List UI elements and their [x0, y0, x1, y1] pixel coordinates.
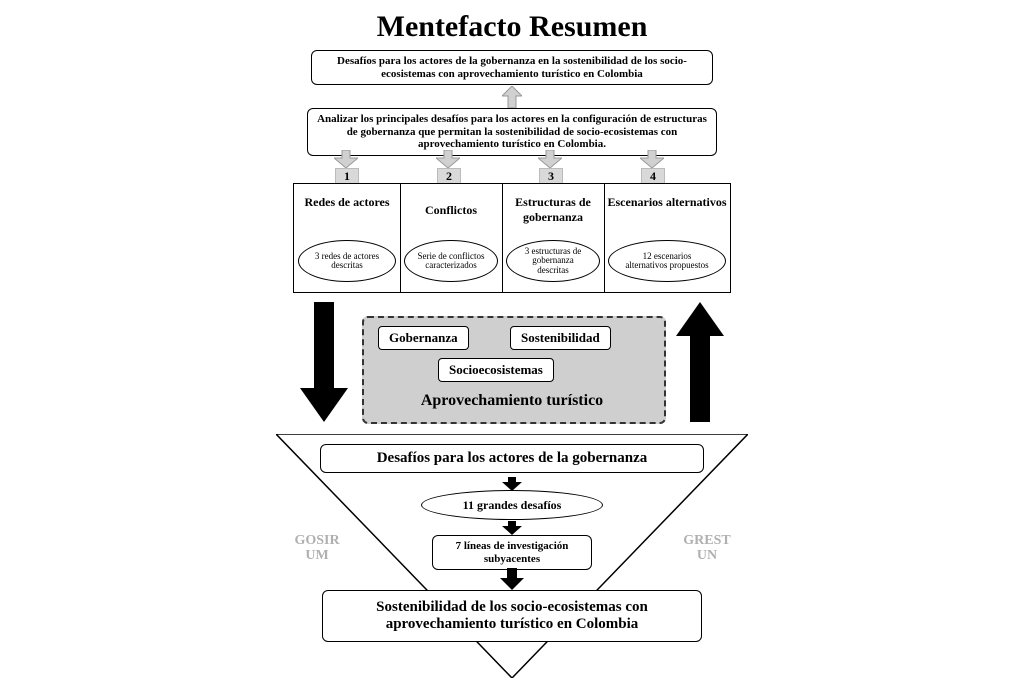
ellipse-desafios: 11 grandes desafíos: [421, 490, 603, 520]
ellipse-desafios-text: 11 grandes desafíos: [440, 499, 584, 512]
col-sep: [400, 183, 401, 293]
final-box: Sostenibilidad de los socio-ecosistemas …: [322, 590, 702, 642]
col-sep: [502, 183, 503, 293]
col-ellipse-3: 3 estructuras de gobernanza descritas: [506, 240, 600, 282]
col-ellipse-4-text: 12 escenarios alternativos propuestos: [621, 252, 714, 271]
side-label-left-bottom: UM: [305, 548, 328, 563]
col-ellipse-1-text: 3 redes de actores descritas: [309, 252, 386, 271]
col-ellipse-2: Serie de conflictos caracterizados: [404, 240, 498, 282]
side-label-right: GREST UN: [672, 533, 742, 564]
col-ellipse-2-text: Serie de conflictos caracterizados: [414, 252, 488, 271]
arrow-down-icon: [436, 150, 460, 168]
tag-sostenibilidad: Sostenibilidad: [510, 326, 611, 350]
col-ellipse-1: 3 redes de actores descritas: [298, 240, 396, 282]
arrow-down-small-icon: [502, 477, 522, 491]
side-label-right-bottom: UN: [697, 548, 717, 563]
gray-panel-label: Aprovechamiento turístico: [362, 392, 662, 410]
big-arrow-down-icon: [300, 302, 348, 422]
col-ellipse-4: 12 escenarios alternativos propuestos: [608, 240, 726, 282]
num-tab-1: 1: [335, 168, 359, 184]
page-title: Mentefacto Resumen: [0, 10, 1024, 44]
col-header-1: Redes de actores: [296, 195, 398, 210]
arrow-down-icon: [538, 150, 562, 168]
arrow-up-icon: [502, 86, 522, 108]
arrow-down-icon: [640, 150, 664, 168]
col-header-2: Conflictos: [402, 203, 500, 218]
diagram-stage: Mentefacto Resumen Desafíos para los act…: [0, 0, 1024, 682]
side-label-left: GOSIR UM: [282, 533, 352, 564]
col-header-4: Escenarios alternativos: [606, 195, 728, 210]
num-tab-4: 4: [641, 168, 665, 184]
side-label-right-top: GREST: [683, 533, 730, 548]
top-box: Desafíos para los actores de la gobernan…: [311, 50, 713, 85]
num-tab-3: 3: [539, 168, 563, 184]
small-box-lineas: 7 líneas de investigación subyacentes: [432, 535, 592, 570]
col-ellipse-3-text: 3 estructuras de gobernanza descritas: [516, 247, 590, 275]
arrow-down-small-icon: [500, 568, 524, 590]
arrow-down-small-icon: [502, 521, 522, 535]
tag-gobernanza: Gobernanza: [378, 326, 469, 350]
tag-socioecosistemas: Socioecosistemas: [438, 358, 554, 382]
objective-box: Analizar los principales desafíos para l…: [307, 108, 717, 156]
num-tab-2: 2: [437, 168, 461, 184]
col-sep: [604, 183, 605, 293]
side-label-left-top: GOSIR: [294, 533, 339, 548]
triangle-header-box: Desafíos para los actores de la gobernan…: [320, 444, 704, 473]
arrow-down-icon: [334, 150, 358, 168]
big-arrow-up-icon: [676, 302, 724, 422]
col-header-3: Estructuras de gobernanza: [504, 195, 602, 225]
